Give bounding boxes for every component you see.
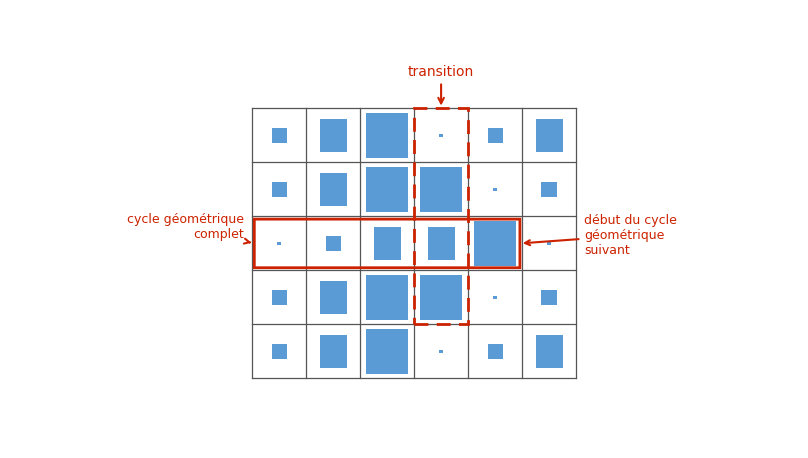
Bar <box>277 241 281 245</box>
Bar <box>420 275 462 320</box>
Bar <box>271 344 287 359</box>
Bar <box>541 182 557 197</box>
Bar <box>493 188 497 191</box>
Bar <box>414 109 468 324</box>
Text: transition: transition <box>408 65 474 104</box>
Bar <box>366 275 408 320</box>
Text: cycle géométrique
complet: cycle géométrique complet <box>127 213 250 244</box>
Bar <box>366 167 408 212</box>
Bar <box>271 128 287 143</box>
Bar <box>320 335 347 368</box>
Bar <box>440 134 443 137</box>
Bar <box>373 227 401 260</box>
Text: début du cycle
géométrique
suivant: début du cycle géométrique suivant <box>525 214 677 257</box>
Bar <box>541 290 557 305</box>
Bar <box>420 167 462 212</box>
Bar <box>320 281 347 314</box>
Bar <box>320 119 347 152</box>
Bar <box>487 344 503 359</box>
Bar <box>366 329 408 374</box>
Bar <box>366 113 408 158</box>
Bar <box>271 290 287 305</box>
Bar <box>536 119 562 152</box>
Bar <box>320 173 347 206</box>
Bar <box>547 241 551 245</box>
Bar <box>271 182 287 197</box>
Bar <box>326 236 341 251</box>
Bar <box>493 295 497 300</box>
Bar <box>427 227 455 260</box>
Bar <box>440 349 443 353</box>
Bar <box>487 128 503 143</box>
Bar <box>536 335 562 368</box>
Bar <box>474 221 516 266</box>
